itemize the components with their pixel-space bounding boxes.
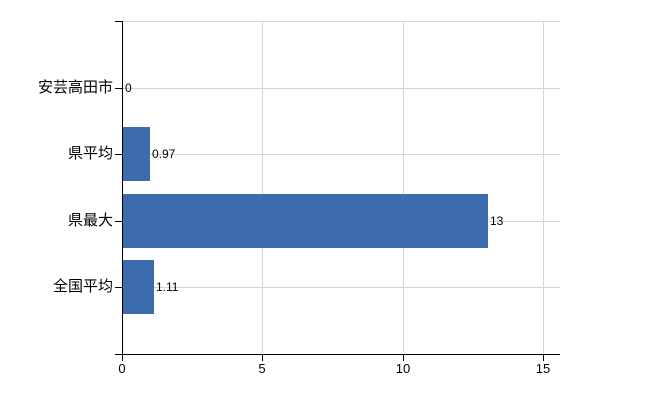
gridline-vertical <box>543 21 544 354</box>
bar <box>123 260 154 314</box>
y-axis-end-tick <box>115 21 122 22</box>
gridline-vertical <box>403 21 404 354</box>
category-label: 県最大 <box>67 212 113 229</box>
bar <box>123 194 488 248</box>
x-axis-tick <box>543 355 544 361</box>
x-axis-tick <box>403 355 404 361</box>
value-label: 1.11 <box>156 280 179 294</box>
x-tick-label: 0 <box>118 361 126 376</box>
category-label: 全国平均 <box>52 278 113 295</box>
gridline-horizontal <box>122 88 560 89</box>
y-axis-tick <box>115 154 122 155</box>
bar <box>123 127 150 181</box>
value-label: 0 <box>125 81 132 95</box>
y-axis-tick <box>115 221 122 222</box>
x-axis-line <box>122 354 560 355</box>
gridline-vertical <box>262 21 263 354</box>
value-label: 13 <box>490 214 504 228</box>
category-label: 安芸高田市 <box>37 79 113 96</box>
gridline-horizontal <box>122 154 560 155</box>
y-axis-tick <box>115 287 122 288</box>
x-tick-label: 15 <box>535 361 551 376</box>
gridline-horizontal <box>122 287 560 288</box>
category-label: 県平均 <box>67 145 113 162</box>
y-axis-line <box>122 21 123 355</box>
x-axis-tick <box>262 355 263 361</box>
plot-top-border <box>122 21 560 22</box>
x-tick-label: 5 <box>258 361 266 376</box>
x-tick-label: 10 <box>395 361 411 376</box>
x-axis-tick <box>122 355 123 361</box>
value-label: 0.97 <box>152 147 176 161</box>
y-axis-end-tick <box>115 354 122 355</box>
y-axis-tick <box>115 88 122 89</box>
